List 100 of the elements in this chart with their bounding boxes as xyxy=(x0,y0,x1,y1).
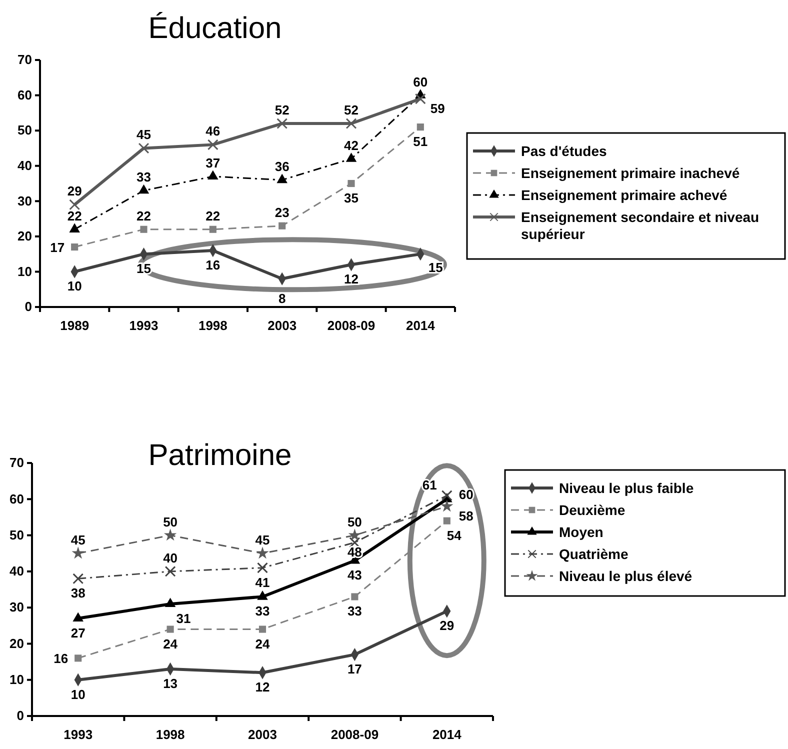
data-label: 45 xyxy=(255,532,270,548)
y-tick-label: 70 xyxy=(18,52,32,68)
point xyxy=(443,517,450,524)
data-label: 10 xyxy=(70,686,86,702)
legend-label: Deuxième xyxy=(559,502,626,518)
data-label: 46 xyxy=(206,124,220,139)
data-label: 43 xyxy=(347,568,362,583)
data-label: 48 xyxy=(347,544,362,560)
data-label: 60 xyxy=(458,487,474,502)
data-label: 33 xyxy=(255,604,270,619)
chart-title: Éducation xyxy=(148,11,282,45)
point xyxy=(140,226,148,233)
point xyxy=(416,124,424,131)
data-label: 29 xyxy=(67,184,82,199)
data-label: 51 xyxy=(413,134,428,150)
data-label: 37 xyxy=(206,155,220,170)
point xyxy=(69,199,80,210)
data-label: 22 xyxy=(206,208,220,224)
x-tick-label: 1993 xyxy=(64,727,93,742)
x-tick-label: 2008-09 xyxy=(327,318,376,334)
point xyxy=(346,118,357,129)
legend-label: Enseignement primaire inachevé xyxy=(521,165,740,181)
point xyxy=(440,500,454,512)
point xyxy=(72,612,84,622)
y-tick-label: 40 xyxy=(18,158,32,174)
chart-title: Patrimoine xyxy=(148,439,292,472)
point xyxy=(69,223,80,232)
y-tick-label: 60 xyxy=(18,87,32,102)
data-label: 16 xyxy=(54,651,68,666)
x-tick-label: 1998 xyxy=(156,727,185,742)
point xyxy=(441,490,452,502)
legend-label: Pas d'études xyxy=(521,143,608,159)
data-label: 12 xyxy=(255,680,270,695)
point xyxy=(208,170,218,180)
data-label: 29 xyxy=(440,618,454,634)
point xyxy=(71,243,78,251)
legend-label: Enseignement secondaire et niveau supérieur xyxy=(521,209,760,242)
data-label: 24 xyxy=(255,636,270,652)
y-tick-label: 30 xyxy=(18,193,32,208)
data-label: 45 xyxy=(70,532,86,548)
data-label: 40 xyxy=(163,550,178,566)
point xyxy=(207,139,218,150)
y-tick-label: 60 xyxy=(10,491,24,506)
y-tick-label: 50 xyxy=(18,122,32,138)
data-label: 45 xyxy=(136,127,151,142)
legend-label: Enseignement primaire achevé xyxy=(521,187,728,203)
legend-label: Niveau le plus élevé xyxy=(559,568,692,584)
x-tick-label: 2003 xyxy=(268,318,297,334)
data-label: 12 xyxy=(344,272,358,287)
point xyxy=(209,226,216,233)
data-label: 35 xyxy=(344,190,358,206)
point xyxy=(351,593,358,600)
data-label: 52 xyxy=(344,102,358,118)
y-tick-label: 20 xyxy=(18,228,32,244)
data-label: 50 xyxy=(163,514,178,530)
point xyxy=(346,152,357,162)
x-tick-label: 2008-09 xyxy=(330,727,379,742)
point xyxy=(164,566,176,577)
data-label: 8 xyxy=(278,290,286,306)
data-label: 54 xyxy=(446,528,462,543)
y-tick-label: 50 xyxy=(10,527,24,542)
legend-label: Quatrième xyxy=(559,546,628,562)
y-tick-label: 0 xyxy=(16,708,24,724)
point xyxy=(348,180,355,188)
data-label: 22 xyxy=(67,208,82,224)
y-tick-label: 0 xyxy=(24,299,32,314)
point xyxy=(166,626,174,633)
point xyxy=(348,528,362,541)
point xyxy=(257,562,268,574)
point xyxy=(138,142,150,154)
data-label: 33 xyxy=(136,170,151,185)
point xyxy=(414,93,426,104)
data-label: 52 xyxy=(274,102,290,118)
point xyxy=(72,573,84,584)
data-label: 22 xyxy=(136,208,151,224)
y-tick-label: 70 xyxy=(10,455,24,470)
data-label: 59 xyxy=(430,100,445,116)
y-tick-label: 40 xyxy=(10,564,24,579)
x-tick-label: 1993 xyxy=(129,318,158,334)
data-label: 23 xyxy=(274,204,290,220)
data-label: 41 xyxy=(255,574,270,590)
data-label: 17 xyxy=(50,240,65,256)
point xyxy=(276,118,288,129)
x-tick-label: 2003 xyxy=(248,727,277,742)
data-label: 33 xyxy=(347,604,362,619)
data-label: 13 xyxy=(163,676,178,692)
x-tick-label: 1989 xyxy=(60,318,90,334)
data-label: 15 xyxy=(428,260,443,276)
x-tick-label: 2014 xyxy=(432,727,462,742)
point xyxy=(164,598,176,608)
data-label: 50 xyxy=(347,514,362,530)
data-label: 36 xyxy=(274,158,290,174)
point xyxy=(256,546,269,559)
point xyxy=(349,537,360,548)
legend-label: Niveau le plus faible xyxy=(559,480,694,496)
data-label: 31 xyxy=(176,610,191,626)
point xyxy=(257,590,268,600)
data-label: 58 xyxy=(458,508,474,524)
data-label: 60 xyxy=(413,74,428,90)
point xyxy=(74,654,82,662)
